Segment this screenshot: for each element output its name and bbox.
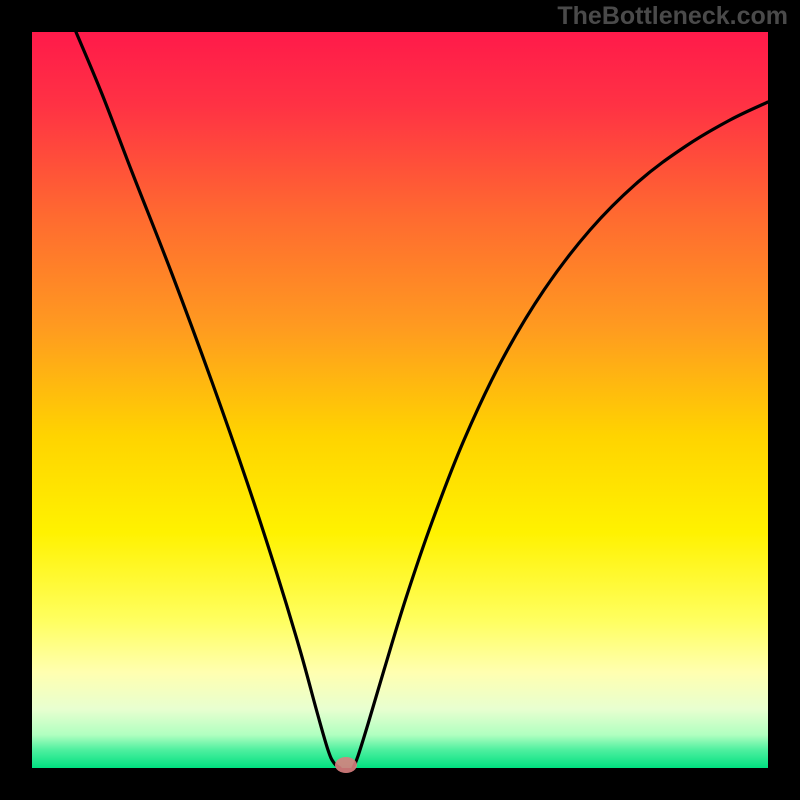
bottleneck-curve bbox=[0, 0, 800, 800]
optimal-point-marker bbox=[335, 757, 357, 773]
chart-container: TheBottleneck.com bbox=[0, 0, 800, 800]
watermark-text: TheBottleneck.com bbox=[557, 2, 788, 31]
